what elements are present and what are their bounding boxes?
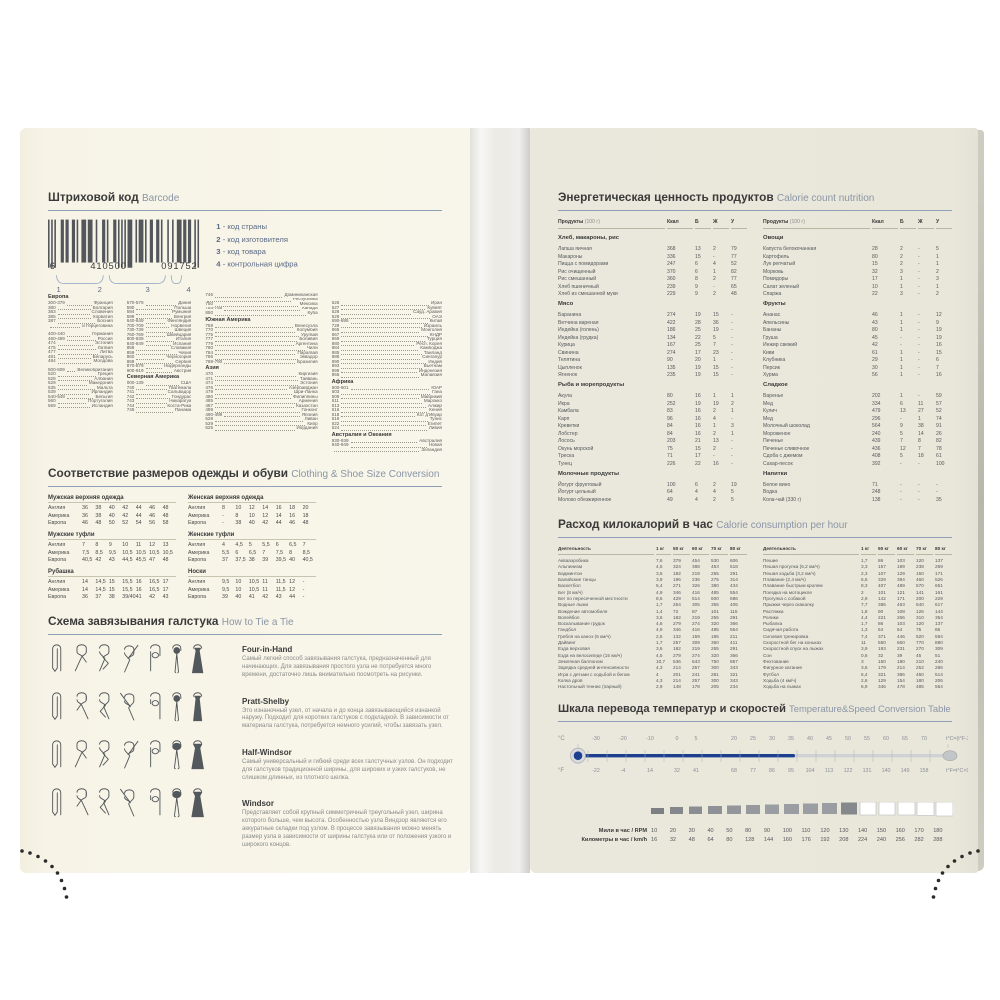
svg-text:158: 158: [920, 768, 929, 774]
svg-text:131: 131: [863, 768, 872, 774]
svg-text:°F: °F: [558, 768, 564, 774]
svg-text:113: 113: [825, 768, 833, 774]
svg-text:65: 65: [902, 736, 908, 742]
svg-text:t°C=(t°F-32)÷5/9: t°C=(t°F-32)÷5/9: [946, 736, 968, 742]
svg-text:°C: °C: [558, 736, 565, 742]
svg-text:149: 149: [901, 768, 910, 774]
svg-text:86: 86: [769, 768, 775, 774]
svg-text:t°F=t°C×9/5+32: t°F=t°C×9/5+32: [946, 768, 968, 774]
svg-text:95: 95: [788, 768, 794, 774]
svg-text:60: 60: [883, 736, 889, 742]
svg-text:104: 104: [806, 768, 815, 774]
svg-text:20: 20: [731, 736, 737, 742]
svg-text:32: 32: [674, 768, 680, 774]
svg-text:-4: -4: [621, 768, 626, 774]
svg-text:140: 140: [882, 768, 891, 774]
svg-text:77: 77: [750, 768, 756, 774]
svg-text:-22: -22: [592, 768, 600, 774]
svg-text:45: 45: [826, 736, 832, 742]
svg-text:5: 5: [695, 736, 698, 742]
svg-text:55: 55: [864, 736, 870, 742]
svg-text:70: 70: [921, 736, 927, 742]
svg-text:-30: -30: [592, 736, 600, 742]
svg-text:68: 68: [731, 768, 737, 774]
svg-text:0: 0: [676, 736, 679, 742]
svg-text:50: 50: [845, 736, 851, 742]
svg-text:25: 25: [750, 736, 756, 742]
svg-text:14: 14: [647, 768, 653, 774]
svg-text:40: 40: [807, 736, 813, 742]
svg-text:122: 122: [844, 768, 853, 774]
svg-text:41: 41: [693, 768, 699, 774]
svg-text:35: 35: [788, 736, 794, 742]
svg-text:-20: -20: [619, 736, 627, 742]
svg-text:30: 30: [769, 736, 775, 742]
svg-text:-10: -10: [646, 736, 654, 742]
